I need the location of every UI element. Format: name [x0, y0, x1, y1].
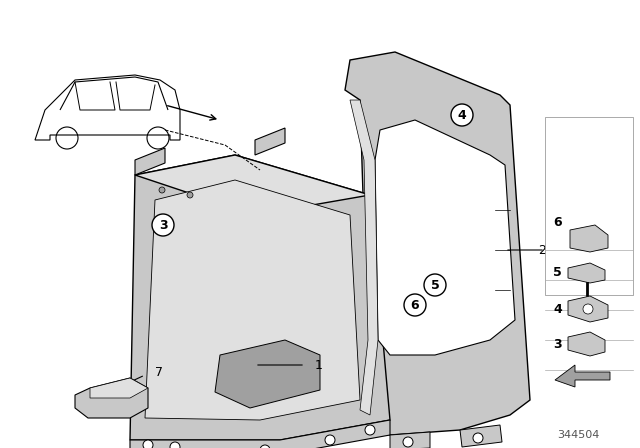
Text: 344504: 344504 [557, 430, 600, 440]
Text: 3: 3 [553, 337, 562, 350]
Polygon shape [390, 432, 430, 448]
Circle shape [365, 425, 375, 435]
Polygon shape [135, 148, 165, 175]
Polygon shape [568, 263, 605, 283]
Text: 7: 7 [155, 366, 163, 379]
Text: 3: 3 [159, 219, 167, 232]
Polygon shape [130, 155, 390, 440]
Polygon shape [555, 365, 610, 387]
Circle shape [325, 435, 335, 445]
Circle shape [451, 104, 473, 126]
Polygon shape [570, 225, 608, 252]
Text: 4: 4 [553, 302, 562, 315]
Polygon shape [130, 420, 390, 448]
Circle shape [404, 294, 426, 316]
Polygon shape [568, 332, 605, 356]
Text: 2: 2 [538, 244, 546, 257]
Polygon shape [135, 155, 370, 215]
Circle shape [403, 437, 413, 447]
Circle shape [159, 187, 165, 193]
Polygon shape [375, 120, 515, 355]
Text: 6: 6 [411, 298, 419, 311]
Circle shape [473, 433, 483, 443]
Circle shape [159, 217, 165, 223]
Text: 4: 4 [458, 108, 467, 121]
Text: 6: 6 [553, 215, 562, 228]
Text: 1: 1 [315, 358, 323, 371]
Polygon shape [255, 128, 285, 155]
Polygon shape [460, 425, 502, 447]
Circle shape [424, 274, 446, 296]
Polygon shape [350, 100, 378, 415]
Circle shape [187, 192, 193, 198]
Circle shape [583, 304, 593, 314]
Circle shape [143, 440, 153, 448]
Circle shape [152, 214, 174, 236]
Polygon shape [90, 378, 148, 398]
FancyBboxPatch shape [545, 117, 633, 295]
Polygon shape [568, 296, 608, 322]
Polygon shape [75, 378, 148, 418]
Circle shape [170, 442, 180, 448]
Text: 5: 5 [553, 266, 562, 279]
Circle shape [260, 445, 270, 448]
Polygon shape [145, 180, 360, 420]
Text: 5: 5 [431, 279, 440, 292]
Polygon shape [345, 52, 530, 435]
Polygon shape [215, 340, 320, 408]
